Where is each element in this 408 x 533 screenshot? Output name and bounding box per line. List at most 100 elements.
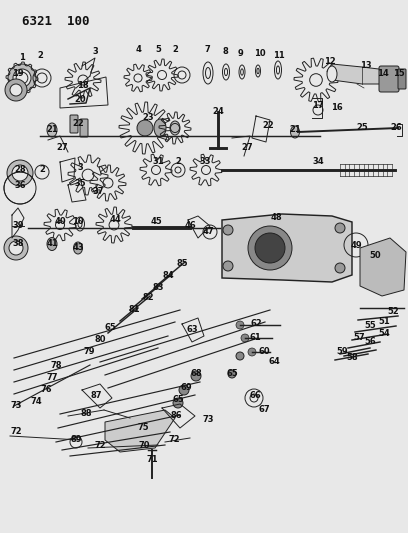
- FancyBboxPatch shape: [70, 115, 78, 133]
- Text: 82: 82: [142, 294, 154, 303]
- Text: 2: 2: [37, 51, 43, 60]
- FancyBboxPatch shape: [398, 69, 406, 89]
- Text: 3: 3: [92, 47, 98, 56]
- Polygon shape: [360, 238, 406, 296]
- Text: 15: 15: [393, 69, 405, 78]
- Text: 54: 54: [378, 329, 390, 338]
- Text: 76: 76: [40, 385, 52, 394]
- Text: 50: 50: [369, 252, 381, 261]
- Text: 84: 84: [162, 271, 174, 280]
- Text: 41: 41: [46, 239, 58, 248]
- Text: 81: 81: [128, 305, 140, 314]
- Circle shape: [236, 321, 244, 329]
- Circle shape: [223, 225, 233, 235]
- Circle shape: [9, 241, 23, 255]
- Text: 14: 14: [377, 69, 389, 78]
- Text: 22: 22: [262, 120, 274, 130]
- Text: 49: 49: [350, 241, 362, 251]
- Text: 35: 35: [74, 180, 86, 189]
- Text: 52: 52: [387, 308, 399, 317]
- Text: 62: 62: [250, 319, 262, 328]
- Text: 1: 1: [19, 53, 25, 62]
- Text: 5: 5: [155, 44, 161, 53]
- Circle shape: [191, 371, 201, 381]
- Text: 67: 67: [258, 406, 270, 415]
- Text: 75: 75: [137, 424, 149, 432]
- Ellipse shape: [255, 233, 285, 263]
- Text: 87: 87: [90, 392, 102, 400]
- Text: 47: 47: [202, 227, 214, 236]
- Circle shape: [228, 370, 236, 378]
- Text: 37: 37: [92, 187, 104, 196]
- Text: 2: 2: [175, 157, 181, 166]
- Text: 20: 20: [74, 95, 86, 104]
- Text: 56: 56: [364, 337, 376, 346]
- Text: 3: 3: [77, 164, 83, 173]
- Text: 89: 89: [70, 435, 82, 445]
- Text: 74: 74: [30, 397, 42, 406]
- Ellipse shape: [73, 242, 82, 254]
- Text: 38: 38: [12, 238, 24, 247]
- Text: 83: 83: [152, 282, 164, 292]
- Text: 66: 66: [249, 392, 261, 400]
- Text: 8: 8: [222, 46, 228, 55]
- Text: 70: 70: [138, 441, 150, 450]
- Circle shape: [137, 120, 153, 136]
- Text: 27: 27: [241, 143, 253, 152]
- Text: 72: 72: [10, 427, 22, 437]
- Text: 60: 60: [258, 348, 270, 357]
- Circle shape: [4, 236, 28, 260]
- Text: 65: 65: [172, 395, 184, 405]
- Text: 10: 10: [72, 217, 84, 227]
- Text: 73: 73: [10, 401, 22, 410]
- Text: 59: 59: [336, 348, 348, 357]
- Circle shape: [236, 352, 244, 360]
- Text: 23: 23: [142, 114, 154, 123]
- Text: 80: 80: [94, 335, 106, 344]
- FancyBboxPatch shape: [80, 119, 88, 137]
- Text: 72: 72: [94, 441, 106, 450]
- Circle shape: [5, 79, 27, 101]
- Text: 71: 71: [146, 456, 158, 464]
- Ellipse shape: [47, 238, 57, 251]
- Ellipse shape: [290, 126, 299, 138]
- Circle shape: [335, 263, 345, 273]
- Text: 17: 17: [312, 101, 324, 109]
- Text: 27: 27: [56, 143, 68, 152]
- Circle shape: [7, 160, 33, 186]
- Text: 13: 13: [360, 61, 372, 69]
- Text: 34: 34: [312, 157, 324, 166]
- Text: 18: 18: [77, 82, 89, 91]
- Text: 22: 22: [72, 119, 84, 128]
- Text: 28: 28: [14, 166, 26, 174]
- Text: 85: 85: [176, 260, 188, 269]
- Text: 2: 2: [39, 166, 45, 174]
- Ellipse shape: [154, 119, 166, 137]
- Circle shape: [10, 84, 22, 96]
- Text: 6321  100: 6321 100: [22, 15, 89, 28]
- Text: 51: 51: [378, 318, 390, 327]
- Text: 48: 48: [270, 214, 282, 222]
- Circle shape: [335, 223, 345, 233]
- Text: 24: 24: [212, 108, 224, 117]
- Polygon shape: [105, 410, 175, 452]
- Text: 61: 61: [249, 334, 261, 343]
- Circle shape: [13, 69, 31, 87]
- Text: 2: 2: [172, 44, 178, 53]
- Circle shape: [248, 348, 256, 356]
- Text: 69: 69: [180, 384, 192, 392]
- Text: 33: 33: [199, 157, 211, 166]
- Text: 63: 63: [186, 326, 198, 335]
- Text: 78: 78: [50, 361, 62, 370]
- Circle shape: [223, 261, 233, 271]
- Text: 72: 72: [168, 435, 180, 445]
- Text: 46: 46: [184, 222, 196, 230]
- Text: 77: 77: [46, 374, 58, 383]
- Text: 73: 73: [202, 416, 214, 424]
- Text: 65: 65: [226, 369, 238, 378]
- Text: 39: 39: [12, 222, 24, 230]
- Text: 36: 36: [14, 181, 26, 190]
- Text: 43: 43: [72, 244, 84, 253]
- Text: 64: 64: [268, 358, 280, 367]
- Text: 21: 21: [46, 125, 58, 134]
